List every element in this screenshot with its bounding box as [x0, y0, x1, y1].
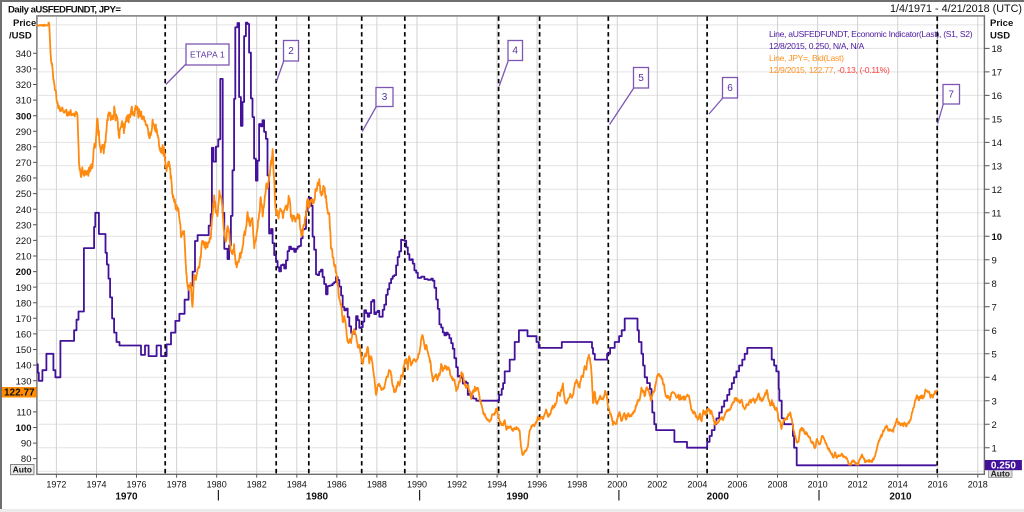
svg-text:210: 210: [16, 252, 32, 263]
svg-text:11: 11: [992, 208, 1002, 219]
svg-text:2010: 2010: [808, 480, 828, 490]
svg-text:2014: 2014: [888, 480, 908, 490]
svg-text:122.77: 122.77: [4, 388, 35, 399]
svg-text:1990: 1990: [506, 492, 529, 503]
svg-text:2004: 2004: [687, 480, 707, 490]
svg-text:1976: 1976: [126, 480, 146, 490]
svg-text:Price: Price: [990, 18, 1013, 29]
svg-text:250: 250: [16, 189, 32, 200]
svg-text:220: 220: [16, 236, 32, 247]
svg-text:150: 150: [16, 345, 32, 356]
svg-text:1988: 1988: [367, 480, 387, 490]
svg-text:180: 180: [16, 298, 32, 309]
svg-text:2000: 2000: [607, 480, 627, 490]
svg-text:190: 190: [16, 283, 32, 294]
svg-text:1998: 1998: [567, 480, 587, 490]
svg-text:2000: 2000: [707, 492, 730, 503]
svg-text:2016: 2016: [928, 480, 948, 490]
svg-text:230: 230: [16, 220, 32, 231]
svg-text:270: 270: [16, 158, 32, 169]
svg-text:330: 330: [16, 65, 32, 76]
svg-text:Line, aUSFEDFUNDT, Economic In: Line, aUSFEDFUNDT, Economic Indicator(La…: [769, 29, 973, 39]
svg-text:/USD: /USD: [9, 31, 32, 42]
svg-text:200: 200: [16, 267, 32, 278]
svg-text:18: 18: [992, 44, 1003, 55]
svg-text:16: 16: [992, 91, 1003, 102]
svg-text:1996: 1996: [527, 480, 547, 490]
svg-text:1986: 1986: [327, 480, 347, 490]
svg-text:240: 240: [16, 205, 32, 216]
svg-text:1994: 1994: [487, 480, 507, 490]
svg-text:2: 2: [992, 420, 997, 431]
svg-text:2012: 2012: [848, 480, 868, 490]
svg-text:300: 300: [16, 111, 32, 122]
svg-text:260: 260: [16, 174, 32, 185]
svg-text:100: 100: [16, 423, 32, 434]
svg-text:170: 170: [16, 314, 32, 325]
svg-text:4: 4: [992, 373, 997, 384]
svg-text:6: 6: [727, 83, 733, 94]
svg-text:310: 310: [16, 96, 32, 107]
svg-text:17: 17: [992, 68, 1003, 79]
svg-text:Auto: Auto: [991, 468, 1010, 478]
svg-text:12/9/2015, 122.77, -0.13, (-0.: 12/9/2015, 122.77, -0.13, (-0.11%): [769, 65, 890, 75]
svg-text:1/4/1971 - 4/21/2018 (UTC): 1/4/1971 - 4/21/2018 (UTC): [890, 3, 1022, 15]
svg-text:130: 130: [16, 376, 32, 387]
svg-text:0.250: 0.250: [991, 460, 1016, 471]
svg-text:5: 5: [992, 349, 997, 360]
svg-text:340: 340: [16, 49, 32, 60]
svg-text:1990: 1990: [407, 480, 427, 490]
svg-text:13: 13: [992, 161, 1003, 172]
svg-text:90: 90: [21, 439, 32, 450]
svg-text:1974: 1974: [86, 480, 106, 490]
svg-text:1982: 1982: [247, 480, 267, 490]
svg-text:2002: 2002: [647, 480, 667, 490]
svg-text:USD: USD: [990, 31, 1010, 42]
svg-text:4: 4: [512, 46, 518, 57]
svg-text:Auto: Auto: [13, 465, 32, 475]
svg-text:5: 5: [638, 73, 644, 84]
svg-text:290: 290: [16, 127, 32, 138]
svg-text:110: 110: [16, 408, 31, 419]
svg-text:12/8/2015, 0.250, N/A, N/A: 12/8/2015, 0.250, N/A, N/A: [769, 41, 864, 51]
svg-text:320: 320: [16, 80, 32, 91]
svg-text:3: 3: [992, 396, 997, 407]
svg-text:15: 15: [992, 115, 1003, 126]
svg-text:1972: 1972: [46, 480, 66, 490]
svg-text:Line, JPY=, Bid(Last): Line, JPY=, Bid(Last): [769, 53, 844, 63]
svg-text:Daily aUSFEDFUNDT, JPY=: Daily aUSFEDFUNDT, JPY=: [8, 4, 121, 15]
svg-text:6: 6: [992, 326, 997, 337]
svg-text:ETAPA 1: ETAPA 1: [190, 50, 225, 60]
svg-text:12: 12: [992, 185, 1003, 196]
svg-text:14: 14: [992, 138, 1003, 149]
svg-text:1978: 1978: [167, 480, 187, 490]
svg-text:280: 280: [16, 142, 32, 153]
svg-text:10: 10: [992, 232, 1003, 243]
svg-text:2010: 2010: [889, 492, 912, 503]
svg-text:7: 7: [948, 90, 954, 101]
svg-text:9: 9: [992, 255, 997, 266]
svg-text:1992: 1992: [447, 480, 467, 490]
svg-text:1: 1: [992, 443, 997, 454]
svg-text:80: 80: [21, 454, 32, 465]
svg-text:8: 8: [992, 279, 997, 290]
svg-text:1980: 1980: [306, 492, 329, 503]
svg-text:2018: 2018: [968, 480, 988, 490]
svg-text:3: 3: [382, 92, 388, 103]
svg-text:Price: Price: [13, 18, 36, 29]
svg-text:2008: 2008: [767, 480, 787, 490]
svg-text:2: 2: [288, 46, 294, 57]
svg-text:140: 140: [16, 361, 32, 372]
svg-text:1984: 1984: [287, 480, 307, 490]
svg-text:1970: 1970: [115, 492, 138, 503]
svg-text:160: 160: [16, 330, 32, 341]
svg-text:7: 7: [992, 302, 997, 313]
svg-text:1980: 1980: [207, 480, 227, 490]
svg-text:2006: 2006: [727, 480, 747, 490]
